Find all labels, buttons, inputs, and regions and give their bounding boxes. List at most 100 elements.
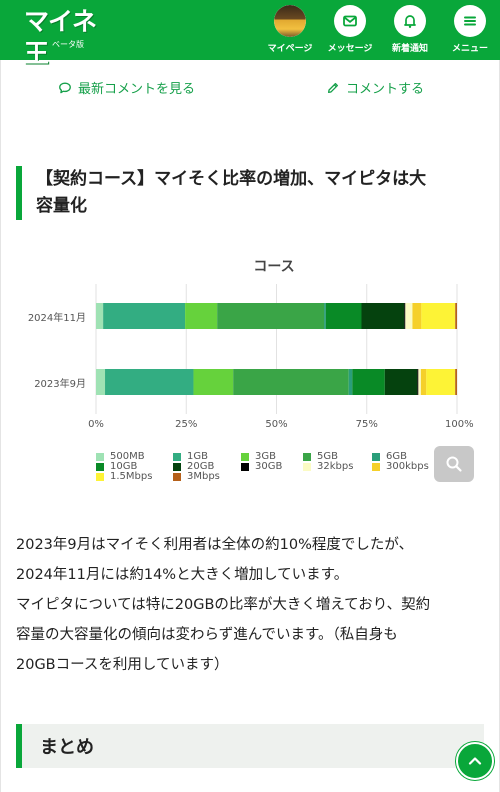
- avatar: [274, 5, 306, 37]
- legend-swatch: [96, 463, 104, 471]
- legend-label: 3Mbps: [187, 471, 220, 482]
- search-button[interactable]: [434, 446, 474, 482]
- bar-segment[interactable]: [324, 303, 326, 329]
- chevron-up-icon: [468, 757, 482, 765]
- nav-menu-label: メニュー: [451, 44, 488, 54]
- post-comment-label: コメントする: [346, 82, 425, 97]
- legend-label: 1.5Mbps: [110, 471, 153, 482]
- pencil-icon: [327, 82, 339, 93]
- bar-segment[interactable]: [217, 303, 325, 329]
- bar-segment[interactable]: [418, 369, 421, 395]
- chart-plot: [95, 284, 458, 414]
- bar-segment[interactable]: [455, 369, 457, 395]
- bar-segment[interactable]: [421, 303, 456, 329]
- post-comment-link[interactable]: コメントする: [326, 78, 424, 97]
- bar-segment[interactable]: [352, 369, 385, 395]
- section-heading: 【契約コース】マイそく比率の増加、マイピタは大 容量化: [16, 166, 484, 220]
- nav-mypage[interactable]: マイページ: [260, 5, 320, 57]
- body-line: 容量の大容量化の傾向は変わらず進んでいます。（私自身も: [16, 627, 398, 643]
- legend-item[interactable]: 1.5Mbps: [96, 472, 152, 482]
- section-heading-line2: 容量化: [36, 196, 87, 216]
- legend-item[interactable]: 30GB: [241, 462, 282, 472]
- legend-swatch: [96, 473, 104, 481]
- nav-notifications-label: 新着通知: [391, 44, 428, 54]
- summary-heading-text: まとめ: [40, 737, 94, 758]
- legend-item[interactable]: 20GB: [173, 462, 214, 472]
- nav-menu[interactable]: メニュー: [440, 5, 500, 57]
- legend-item[interactable]: 300kbps: [372, 462, 429, 472]
- legend-label: 10GB: [110, 461, 138, 472]
- site-logo[interactable]: マイネ王 ベータ版: [24, 6, 114, 68]
- bar-segment[interactable]: [426, 369, 456, 395]
- x-tick-label: 100%: [445, 419, 474, 430]
- nav-notifications[interactable]: 新着通知: [380, 5, 440, 57]
- legend-swatch: [173, 463, 181, 471]
- legend-label: 300kbps: [386, 461, 429, 472]
- legend-label: 1GB: [187, 451, 208, 462]
- legend-swatch: [241, 453, 249, 461]
- legend-item[interactable]: 500MB: [96, 452, 145, 462]
- body-line: 2024年11月には約14%と大きく増加しています。: [16, 567, 349, 583]
- legend-swatch: [173, 453, 181, 461]
- legend-label: 500MB: [110, 451, 145, 462]
- speech-bubble-icon: [59, 82, 71, 93]
- nav-messages-label: メッセージ: [327, 44, 373, 54]
- bell-icon: [394, 5, 426, 37]
- section-heading-line1: 【契約コース】マイそく比率の増加、マイピタは大: [36, 169, 427, 189]
- legend-item[interactable]: 32kbps: [303, 462, 353, 472]
- bar-segment[interactable]: [412, 303, 422, 329]
- bar-segment[interactable]: [348, 369, 353, 395]
- legend-item[interactable]: 3Mbps: [173, 472, 220, 482]
- legend-swatch: [303, 453, 311, 461]
- bar-segment[interactable]: [96, 369, 106, 395]
- legend-item[interactable]: 6GB: [372, 452, 407, 462]
- logo-subtitle: ベータ版: [52, 40, 84, 49]
- summary-heading: まとめ: [16, 724, 484, 768]
- bar-segment[interactable]: [103, 303, 186, 329]
- bar-segment[interactable]: [384, 369, 418, 395]
- x-tick-label: 25%: [175, 419, 198, 430]
- legend-swatch: [372, 453, 380, 461]
- legend-item[interactable]: 5GB: [303, 452, 338, 462]
- mail-icon: [334, 5, 366, 37]
- back-to-top-button[interactable]: [456, 742, 494, 780]
- legend-label: 3GB: [255, 451, 276, 462]
- body-line: 20GBコースを利用しています）: [16, 657, 229, 673]
- legend-item[interactable]: 3GB: [241, 452, 276, 462]
- bar-segment[interactable]: [233, 369, 349, 395]
- bar-segment[interactable]: [105, 369, 194, 395]
- legend-item[interactable]: 10GB: [96, 462, 137, 472]
- article-body: 2023年9月はマイそく利用者は全体の約10%程度でしたが、 2024年11月に…: [16, 530, 486, 680]
- latest-comments-link[interactable]: 最新コメントを見る: [58, 78, 195, 97]
- bar-segment[interactable]: [193, 369, 234, 395]
- y-category-label: 2023年9月: [34, 379, 86, 390]
- bar-segment[interactable]: [185, 303, 218, 329]
- course-ratio-chart: コース 0% 25% 50% 75% 100% 2024年11月 2023年9月 500MB 1…: [16, 244, 484, 494]
- bar-segment[interactable]: [405, 303, 413, 329]
- hamburger-icon: [454, 5, 486, 37]
- logo-text: マイネ王: [24, 7, 97, 68]
- y-category-label: 2024年11月: [27, 313, 86, 324]
- body-line: 2023年9月はマイそく利用者は全体の約10%程度でしたが、: [16, 537, 414, 553]
- comment-links: 最新コメントを見る コメントする: [0, 78, 500, 98]
- body-line: マイピタについては特に20GBの比率が大きく増えており、契約: [16, 597, 431, 613]
- bar-segment[interactable]: [420, 369, 427, 395]
- legend-swatch: [241, 463, 249, 471]
- latest-comments-label: 最新コメントを見る: [78, 82, 196, 97]
- legend-swatch: [96, 453, 104, 461]
- bar-segment[interactable]: [96, 303, 104, 329]
- legend-swatch: [173, 473, 181, 481]
- nav-mypage-label: マイページ: [267, 44, 313, 54]
- bar-segment[interactable]: [361, 303, 405, 329]
- search-icon: [446, 456, 462, 472]
- bar-segment[interactable]: [417, 369, 419, 395]
- chart-title: コース: [253, 259, 295, 275]
- legend-label: 30GB: [255, 461, 283, 472]
- legend-label: 5GB: [317, 451, 338, 462]
- legend-swatch: [303, 463, 311, 471]
- nav-messages[interactable]: メッセージ: [320, 5, 380, 57]
- legend-item[interactable]: 1GB: [173, 452, 208, 462]
- bar-segment[interactable]: [404, 303, 406, 329]
- bar-segment[interactable]: [325, 303, 362, 329]
- bar-segment[interactable]: [455, 303, 457, 329]
